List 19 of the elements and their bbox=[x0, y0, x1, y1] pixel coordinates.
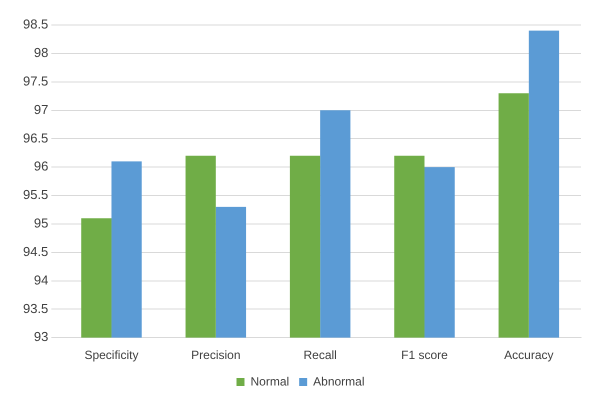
x-tick-label: Precision bbox=[191, 348, 240, 362]
legend-label: Abnormal bbox=[313, 374, 365, 388]
y-tick-label: 93.5 bbox=[22, 300, 48, 316]
y-tick-label: 95 bbox=[34, 216, 48, 231]
y-tick-label: 97 bbox=[34, 102, 48, 117]
y-tick-label: 98.5 bbox=[22, 16, 48, 32]
y-tick-label: 98 bbox=[34, 44, 48, 60]
y-tick-label: 97.5 bbox=[22, 73, 48, 88]
x-tick-label: Accuracy bbox=[504, 348, 554, 362]
y-tick-label: 95.5 bbox=[22, 187, 48, 202]
y-tick-label: 93 bbox=[34, 329, 48, 344]
y-tick-label: 94.5 bbox=[22, 244, 48, 259]
y-tick-label: 96.5 bbox=[22, 130, 48, 146]
x-tick-label: Specificity bbox=[84, 348, 138, 362]
y-tick-label: 96 bbox=[34, 158, 48, 174]
x-tick-label: F1 score bbox=[401, 348, 448, 362]
legend-label: Normal bbox=[250, 374, 290, 388]
y-tick-label: 94 bbox=[34, 272, 48, 288]
x-tick-label: Recall bbox=[303, 348, 337, 362]
